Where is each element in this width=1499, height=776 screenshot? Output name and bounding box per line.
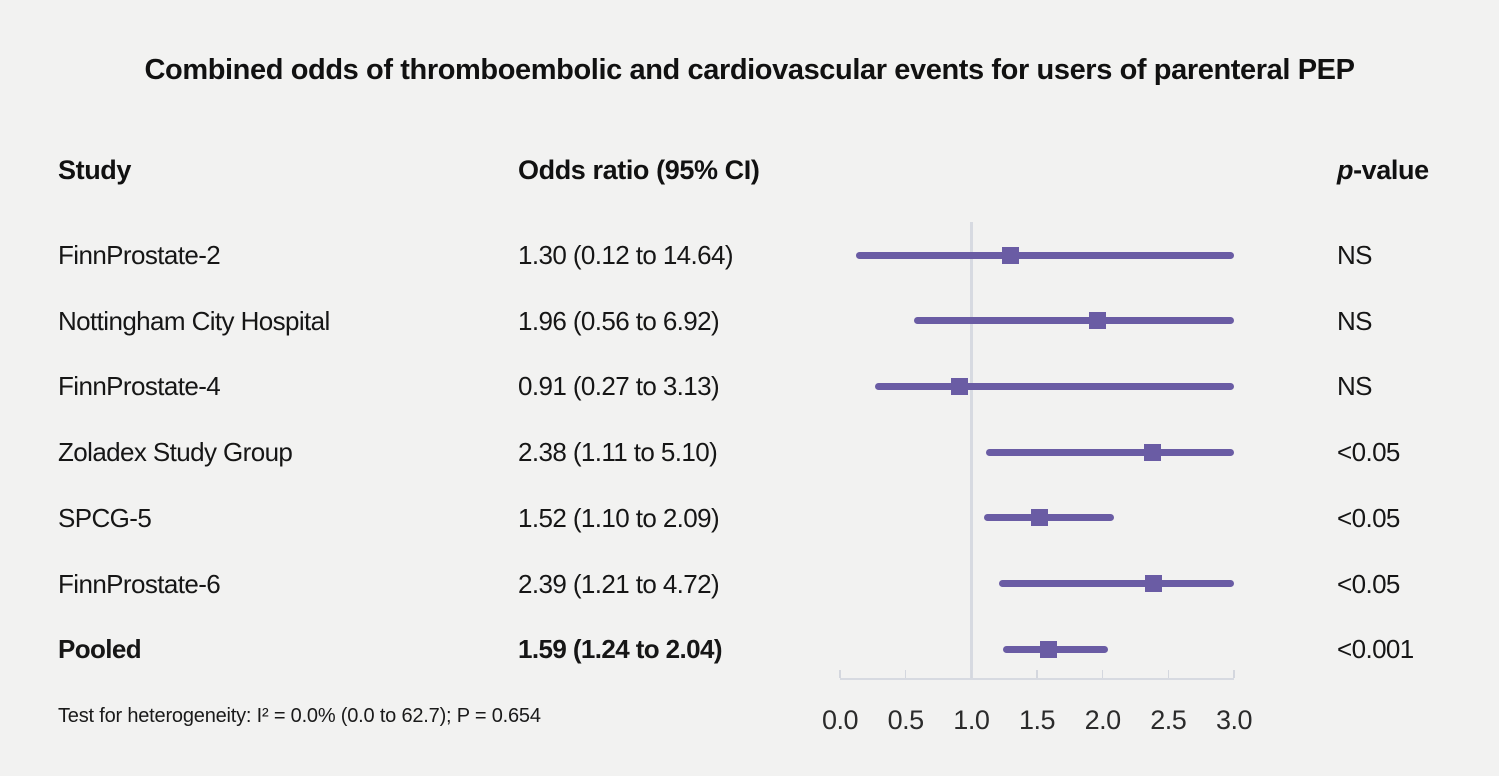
x-axis-tick [1101, 670, 1104, 678]
study-label: SPCG-5 [58, 502, 152, 533]
study-label: Pooled [58, 634, 142, 665]
odds-ratio-label: 2.39 (1.21 to 4.72) [518, 568, 720, 599]
reference-line-1 [970, 222, 973, 680]
point-estimate-marker [1145, 575, 1163, 592]
p-value-header-italic-p: p [1337, 155, 1354, 185]
column-header-p-value: p-value [1337, 155, 1429, 185]
x-axis-tick-label: 2.0 [1084, 705, 1122, 735]
odds-ratio-label: 1.52 (1.10 to 2.09) [518, 502, 720, 533]
x-axis-tick-label: 0.5 [887, 705, 925, 735]
odds-ratio-label: 0.91 (0.27 to 3.13) [518, 371, 720, 402]
column-header-odds-ratio: Odds ratio (95% CI) [518, 155, 760, 185]
odds-ratio-label: 1.30 (0.12 to 14.64) [518, 240, 734, 270]
confidence-interval-line [913, 317, 1234, 325]
x-axis-tick-label: 1.0 [953, 705, 990, 735]
p-value-label: <0.05 [1337, 502, 1400, 533]
confidence-interval-line [984, 514, 1115, 522]
p-value-label: NS [1337, 305, 1373, 336]
point-estimate-marker [1144, 443, 1162, 461]
x-axis-tick-label: 3.0 [1215, 705, 1253, 735]
x-axis-tick-label: 2.5 [1150, 705, 1187, 735]
x-axis-tick [1233, 670, 1235, 678]
study-label: FinnProstate-4 [58, 371, 221, 402]
x-axis-tick [1167, 670, 1170, 678]
x-axis-tick [1036, 670, 1038, 678]
x-axis-tick-label: 0.0 [821, 705, 859, 735]
study-label: Zoladex Study Group [58, 437, 293, 468]
p-value-label: NS [1337, 371, 1373, 402]
odds-ratio-label: 1.96 (0.56 to 6.92) [518, 305, 720, 336]
point-estimate-marker [1031, 509, 1049, 527]
p-value-header-rest: -value [1353, 155, 1429, 185]
column-header-study: Study [58, 155, 132, 185]
study-label: Nottingham City Hospital [58, 305, 330, 336]
x-axis-tick [970, 670, 973, 678]
confidence-interval-line [998, 580, 1234, 587]
x-axis-tick-label: 1.5 [1018, 705, 1056, 735]
x-axis-line [840, 678, 1234, 680]
odds-ratio-label: 2.38 (1.11 to 5.10) [518, 437, 718, 468]
point-estimate-marker [1002, 246, 1020, 264]
x-axis-tick [839, 670, 841, 678]
chart-title: Combined odds of thromboembolic and card… [144, 54, 1355, 86]
x-axis-tick [904, 670, 907, 678]
p-value-label: <0.05 [1337, 568, 1400, 599]
heterogeneity-note: Test for heterogeneity: I² = 0.0% (0.0 t… [58, 705, 541, 727]
p-value-label: NS [1337, 240, 1373, 270]
confidence-interval-line [875, 382, 1234, 390]
study-label: FinnProstate-6 [58, 568, 221, 599]
point-estimate-marker [1088, 312, 1106, 330]
point-estimate-marker [951, 377, 968, 395]
p-value-label: <0.05 [1337, 437, 1400, 468]
point-estimate-marker [1040, 640, 1058, 658]
p-value-label: <0.001 [1337, 634, 1414, 665]
odds-ratio-label: 1.59 (1.24 to 2.04) [518, 634, 723, 665]
confidence-interval-line [855, 251, 1234, 259]
study-label: FinnProstate-2 [58, 240, 221, 270]
confidence-interval-line [985, 448, 1234, 456]
